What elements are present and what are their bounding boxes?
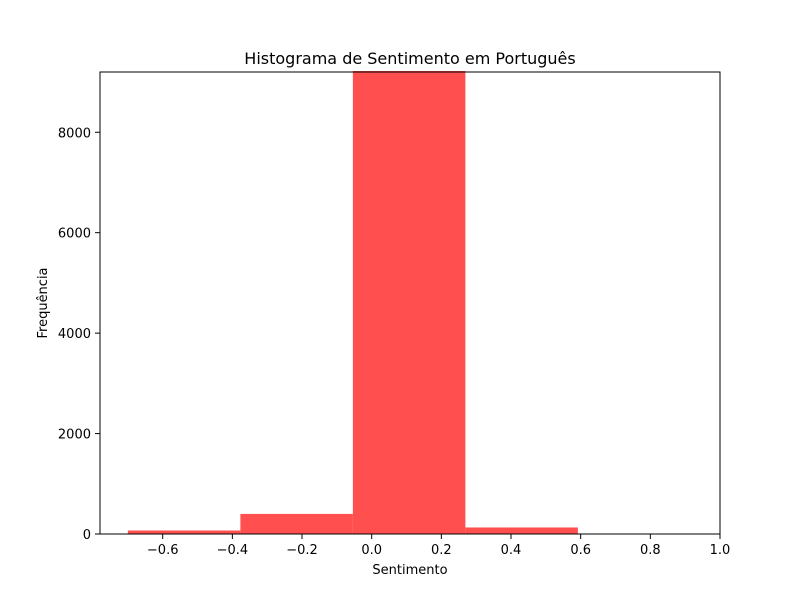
y-axis-label: Frequência bbox=[36, 267, 51, 338]
histogram-bar-0 bbox=[127, 530, 241, 534]
y-axis-ticks: 0 2000 4000 6000 8000 bbox=[58, 126, 100, 543]
x-axis-ticks: −0.6 −0.4 −0.2 0.0 0.2 0.4 0.6 0.8 1.0 bbox=[147, 534, 730, 558]
x-tick-label: 1.0 bbox=[710, 543, 731, 558]
y-tick-label: 6000 bbox=[58, 227, 91, 242]
x-tick-label: −0.2 bbox=[286, 543, 318, 558]
x-tick-label: 0.4 bbox=[501, 543, 522, 558]
histogram-bar-3 bbox=[465, 527, 578, 534]
y-tick-label: 0 bbox=[83, 528, 91, 543]
y-tick-label: 2000 bbox=[58, 428, 91, 443]
y-tick-label: 4000 bbox=[58, 327, 91, 342]
x-tick-label: −0.4 bbox=[217, 543, 249, 558]
x-tick-label: 0.2 bbox=[431, 543, 452, 558]
y-tick-label: 8000 bbox=[58, 126, 91, 141]
x-tick-label: 0.6 bbox=[570, 543, 591, 558]
chart-title: Histograma de Sentimento em Português bbox=[244, 49, 575, 68]
x-tick-label: −0.6 bbox=[147, 543, 179, 558]
x-tick-label: 0.0 bbox=[361, 543, 382, 558]
plot-frame bbox=[99, 71, 721, 535]
bars-group bbox=[127, 70, 578, 534]
x-tick-label: 0.8 bbox=[640, 543, 661, 558]
x-axis-label: Sentimento bbox=[372, 563, 447, 578]
histogram-bar-1 bbox=[240, 513, 353, 534]
histogram-bar-2 bbox=[352, 70, 466, 534]
